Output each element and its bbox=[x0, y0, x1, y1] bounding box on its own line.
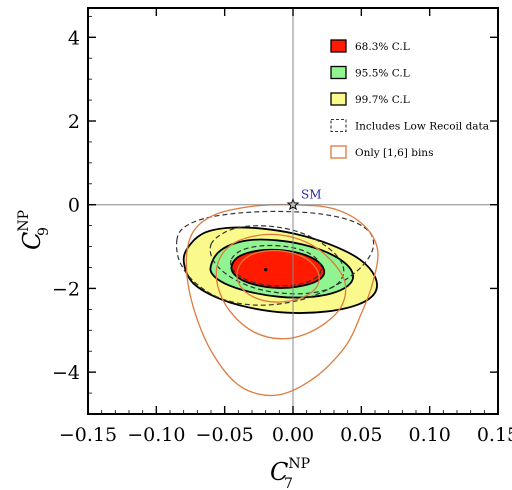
x-axis-label: CNP 7 bbox=[270, 456, 310, 490]
x-tick-label: −0.05 bbox=[196, 424, 254, 446]
sm-label: SM bbox=[301, 188, 322, 202]
sm-marker-group: SM bbox=[286, 188, 322, 211]
x-tick-label: −0.10 bbox=[127, 424, 185, 446]
ticks: −0.15 −0.10 −0.05 0.00 0.05 0.10 0.15 −4 −2 0 2 4 bbox=[52, 8, 512, 446]
region-includes-low-recoil-data-inner bbox=[230, 244, 322, 287]
y-tick-label: 4 bbox=[68, 27, 80, 49]
legend-label-95-5-c-l: 95.5% C.L bbox=[355, 68, 410, 80]
confidence-regions bbox=[175, 203, 379, 397]
legend-swatch-95-5-c-l bbox=[330, 65, 347, 80]
x-tick-label: 0.10 bbox=[409, 424, 451, 446]
y-axis-label: CNP 9 bbox=[16, 210, 52, 250]
best-fit-point bbox=[264, 267, 268, 272]
legend-label-68-3-c-l: 68.3% C.L bbox=[355, 41, 410, 53]
region-includes-low-recoil-data-outer bbox=[175, 210, 375, 306]
legend: 68.3% C.L 95.5% C.L 99.7% C.L Includes Low … bbox=[330, 39, 489, 159]
sm-star-marker bbox=[286, 197, 300, 211]
y-tick-label: −2 bbox=[52, 278, 80, 300]
region-includes-low-recoil-data-mid bbox=[209, 225, 345, 295]
legend-swatch-only-1-6-bins bbox=[330, 145, 347, 159]
x-tick-label: −0.15 bbox=[59, 424, 117, 446]
x-tick-label: 0.05 bbox=[340, 424, 382, 446]
y-tick-label: −4 bbox=[52, 362, 80, 384]
x-tick-label: 0.00 bbox=[272, 424, 314, 446]
legend-swatch-99-7-c-l bbox=[330, 92, 347, 106]
legend-swatch-68-3-c-l bbox=[330, 39, 347, 53]
legend-label-includes-low-recoil-data: Includes Low Recoil data bbox=[355, 121, 489, 133]
x-tick-label: 0.15 bbox=[477, 424, 512, 446]
region-only-1-6-bins-inner bbox=[236, 249, 320, 303]
y-tick-label: 0 bbox=[68, 195, 80, 217]
region-only-1-6-bins-mid bbox=[215, 233, 347, 340]
region-68-3-c-l bbox=[230, 248, 326, 289]
region-only-1-6-bins-outer bbox=[185, 203, 379, 397]
y-tick-label: 2 bbox=[68, 111, 80, 133]
legend-label-only-1-6-bins: Only [1,6] bins bbox=[355, 147, 433, 159]
legend-label-99-7-c-l: 99.7% C.L bbox=[355, 94, 410, 106]
legend-swatch-includes-low-recoil-data bbox=[330, 118, 347, 133]
